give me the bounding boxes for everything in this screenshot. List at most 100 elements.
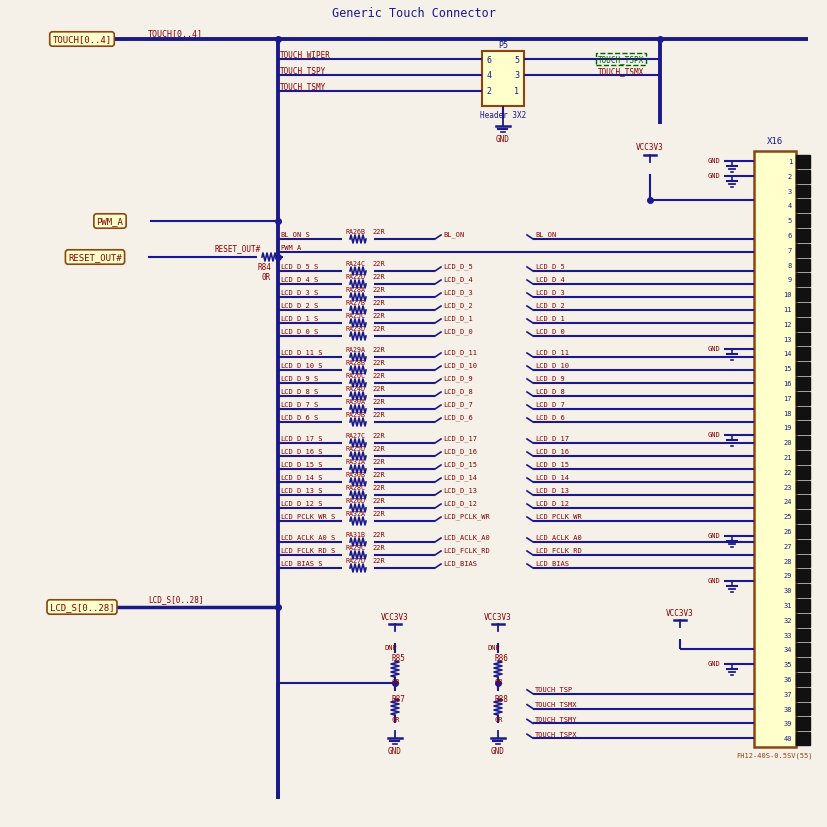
Bar <box>795 200 809 213</box>
Text: 22: 22 <box>782 469 791 476</box>
Text: LCD_D_15: LCD_D_15 <box>534 461 568 468</box>
Text: RA30A: RA30A <box>346 399 366 404</box>
Bar <box>795 673 809 686</box>
Text: 8: 8 <box>786 262 791 268</box>
Text: R87: R87 <box>391 695 405 704</box>
Text: LCD_D_12: LCD_D_12 <box>442 500 476 507</box>
Text: 22R: 22R <box>371 446 385 452</box>
Bar <box>795 525 809 538</box>
Text: LCD_D_4: LCD_D_4 <box>534 276 564 283</box>
Text: LCD_BIAS: LCD_BIAS <box>534 560 568 566</box>
Text: LCD_S[0..28]: LCD_S[0..28] <box>148 595 203 604</box>
Text: 22R: 22R <box>371 261 385 266</box>
Text: 22R: 22R <box>371 274 385 280</box>
Text: RA31A: RA31A <box>346 458 366 465</box>
Text: LCD_D_17_S: LCD_D_17_S <box>280 435 322 442</box>
Text: LCD_D_16: LCD_D_16 <box>534 448 568 455</box>
Text: LCD_BIAS_S: LCD_BIAS_S <box>280 560 322 566</box>
Text: RA27B: RA27B <box>346 299 366 306</box>
Text: BL_ON: BL_ON <box>442 232 464 238</box>
Text: RA22D: RA22D <box>346 274 366 280</box>
Text: LCD_D_2: LCD_D_2 <box>534 303 564 309</box>
Bar <box>795 600 809 612</box>
Bar <box>795 555 809 567</box>
Text: GND: GND <box>706 173 719 179</box>
Bar <box>795 260 809 272</box>
Text: LCD_D_11: LCD_D_11 <box>534 349 568 356</box>
Text: VCC3V3: VCC3V3 <box>380 612 409 621</box>
Text: LCD_D_10_S: LCD_D_10_S <box>280 362 322 369</box>
Text: LCD_D_0_S: LCD_D_0_S <box>280 328 318 335</box>
Bar <box>795 733 809 745</box>
Text: TOUCH_TSMX: TOUCH_TSMX <box>597 68 643 76</box>
Text: LCD_D_12_S: LCD_D_12_S <box>280 500 322 507</box>
Text: RA24D: RA24D <box>346 385 366 391</box>
Text: RA28B: RA28B <box>346 360 366 366</box>
Text: 4: 4 <box>786 203 791 209</box>
Text: GND: GND <box>495 136 509 145</box>
Bar <box>795 718 809 730</box>
Text: 9: 9 <box>786 277 791 283</box>
Text: LCD_D_1: LCD_D_1 <box>442 315 472 322</box>
Bar <box>795 481 809 494</box>
Text: LCD_D_10: LCD_D_10 <box>534 362 568 369</box>
Text: GND: GND <box>706 661 719 667</box>
Text: 2: 2 <box>786 174 791 179</box>
Text: 19: 19 <box>782 425 791 431</box>
Text: LCD_D_14: LCD_D_14 <box>534 474 568 480</box>
Text: 23: 23 <box>782 484 791 490</box>
Bar <box>753 152 795 747</box>
Bar <box>795 155 809 169</box>
Text: LCD_FCLK_RD: LCD_FCLK_RD <box>534 547 581 553</box>
Text: 22R: 22R <box>371 458 385 465</box>
Text: TOUCH_TSPX: TOUCH_TSPX <box>597 55 643 65</box>
Text: 22R: 22R <box>371 399 385 404</box>
Text: 16: 16 <box>782 380 791 386</box>
Text: GND: GND <box>706 158 719 164</box>
Bar <box>795 348 809 361</box>
Text: 35: 35 <box>782 662 791 667</box>
Text: PWM_A: PWM_A <box>97 218 123 227</box>
Text: 26: 26 <box>782 528 791 534</box>
Text: RA32A: RA32A <box>346 510 366 516</box>
Text: RA26D: RA26D <box>346 497 366 504</box>
Text: LCD_D_1: LCD_D_1 <box>534 315 564 322</box>
Text: 7: 7 <box>786 247 791 254</box>
Text: 22R: 22R <box>371 229 385 235</box>
Bar <box>795 614 809 627</box>
Text: 28: 28 <box>782 558 791 564</box>
Text: TOUCH_TSMY: TOUCH_TSMY <box>280 83 326 92</box>
Text: 33: 33 <box>782 632 791 638</box>
Text: P5: P5 <box>497 41 508 50</box>
Text: TOUCH_TSMX: TOUCH_TSMX <box>534 700 576 707</box>
Text: 0R: 0R <box>261 273 271 282</box>
Text: LCD_D_14_S: LCD_D_14_S <box>280 474 322 480</box>
Text: LCD_D_0: LCD_D_0 <box>534 328 564 335</box>
Text: LCD_FCLK_RD_S: LCD_FCLK_RD_S <box>280 547 335 553</box>
Text: GND: GND <box>388 747 401 756</box>
Bar <box>795 570 809 582</box>
Text: 4: 4 <box>486 71 491 80</box>
Text: TOUCH[0..4]: TOUCH[0..4] <box>148 30 203 38</box>
Text: 0R: 0R <box>495 716 503 722</box>
Text: 39: 39 <box>782 720 791 727</box>
Text: LCD_D_12: LCD_D_12 <box>534 500 568 507</box>
Text: RA25C: RA25C <box>346 313 366 318</box>
Text: Generic Touch Connector: Generic Touch Connector <box>332 7 495 20</box>
Bar <box>795 643 809 657</box>
Text: 22R: 22R <box>371 485 385 490</box>
Text: LCD_D_17: LCD_D_17 <box>534 435 568 442</box>
Text: 22R: 22R <box>371 510 385 516</box>
Text: 27: 27 <box>782 543 791 549</box>
Text: LCD_D_14: LCD_D_14 <box>442 474 476 480</box>
Bar <box>795 230 809 242</box>
Text: 14: 14 <box>782 351 791 357</box>
Text: 31: 31 <box>782 602 791 609</box>
Text: 38: 38 <box>782 705 791 712</box>
Bar <box>795 170 809 184</box>
Text: LCD_D_9: LCD_D_9 <box>442 375 472 382</box>
Text: LCD_D_15: LCD_D_15 <box>442 461 476 468</box>
Text: 22R: 22R <box>371 433 385 438</box>
Bar <box>795 407 809 420</box>
Bar <box>795 703 809 715</box>
